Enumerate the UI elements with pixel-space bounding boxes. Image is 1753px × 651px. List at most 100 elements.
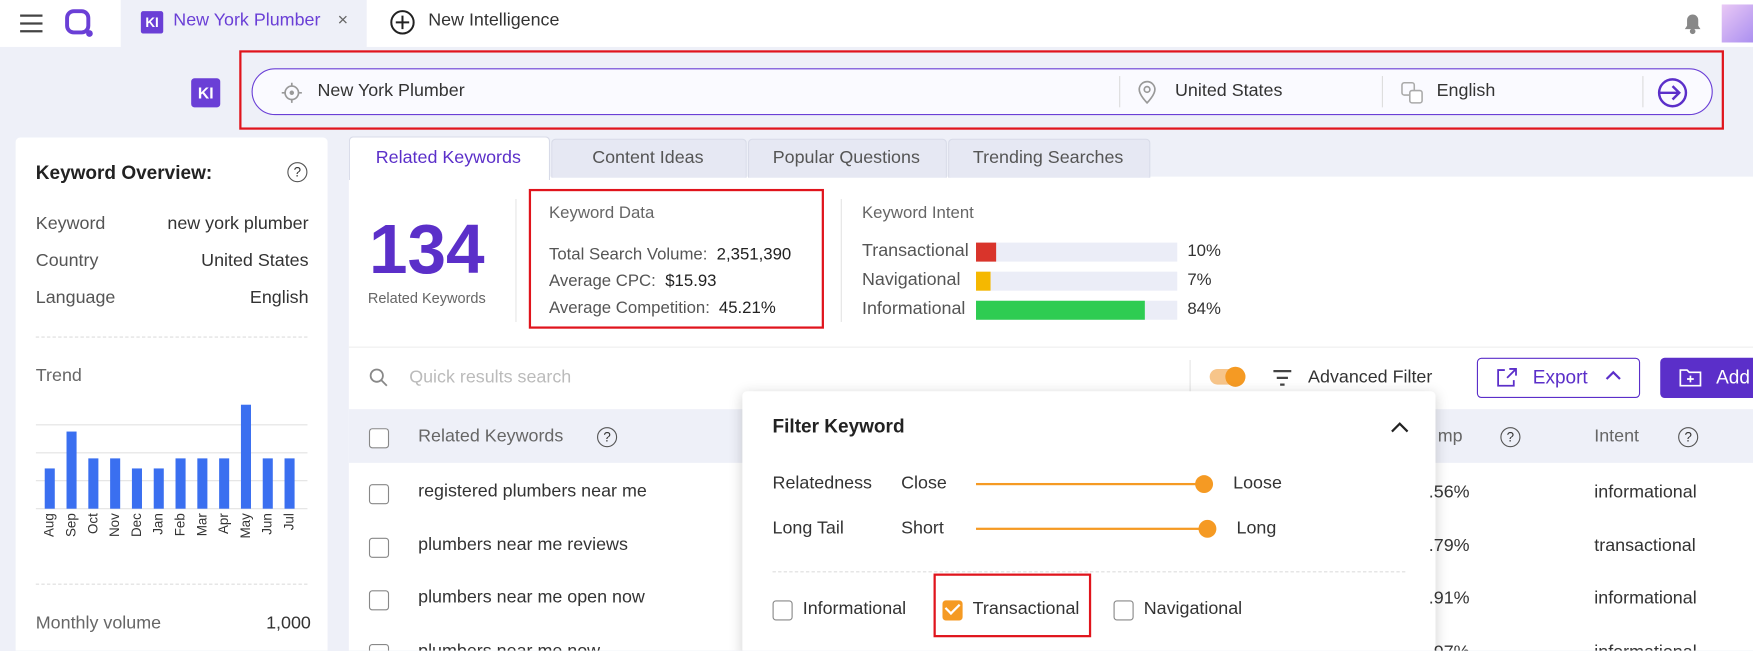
column-header: Related Keywords <box>418 427 564 447</box>
slider-knob[interactable] <box>1198 519 1217 538</box>
intent-value: 7% <box>1187 270 1212 290</box>
divider <box>35 336 308 338</box>
divider <box>840 199 842 322</box>
kd-label: Average Competition: <box>548 298 710 318</box>
collapse-icon[interactable] <box>1391 421 1409 433</box>
intent-bar <box>976 242 997 262</box>
checkbox[interactable] <box>772 600 793 621</box>
plus-icon[interactable] <box>389 9 416 36</box>
checkbox[interactable] <box>368 643 390 651</box>
month-label: Sep <box>63 513 78 537</box>
month-label: May <box>238 513 253 539</box>
tab[interactable] <box>948 138 1151 178</box>
help-icon[interactable]: ? <box>287 162 308 183</box>
intent-label: Informational <box>861 299 966 319</box>
chevron-up <box>1605 370 1621 380</box>
search-language[interactable]: English <box>1436 81 1496 101</box>
keyword-cell[interactable]: registered plumbers near me <box>418 481 647 501</box>
search-input[interactable]: Quick results search <box>409 367 572 387</box>
help-icon[interactable]: ? <box>1500 427 1521 448</box>
tab-badge: KI <box>140 11 164 34</box>
add-button[interactable] <box>1660 357 1753 399</box>
monthly-value: 1,000 <box>266 613 311 633</box>
tab[interactable] <box>551 138 747 178</box>
kd-value: $15.93 <box>665 271 717 291</box>
slider-track <box>976 527 1208 530</box>
new-tab[interactable]: New Intelligence <box>428 11 560 31</box>
keyword-cell[interactable]: plumbers near me reviews <box>418 534 628 554</box>
advanced-filter[interactable]: Advanced Filter <box>1308 367 1433 387</box>
divider <box>1189 359 1191 394</box>
export-label: Export <box>1532 366 1588 388</box>
row-label: Country <box>35 251 99 271</box>
checkbox[interactable] <box>942 600 963 621</box>
intent-cell: informational <box>1594 589 1697 609</box>
column-header: Intent <box>1594 427 1640 447</box>
month-label: Dec <box>129 513 144 537</box>
intent-track <box>976 271 1178 291</box>
month-label: Oct <box>85 513 100 534</box>
trend-title: Trend <box>35 366 82 386</box>
overview-title: Keyword Overview: <box>35 162 213 184</box>
logo[interactable] <box>65 9 94 38</box>
keyword-count: 134 <box>368 211 485 289</box>
filter-title: Filter Keyword <box>772 415 905 438</box>
month-label: Mar <box>194 513 209 537</box>
checkbox[interactable] <box>368 484 390 505</box>
tab-title: New York Plumber <box>173 11 321 31</box>
comp-cell: .79% <box>1428 536 1470 556</box>
count-label: Related Keywords <box>367 289 486 307</box>
trend-bar <box>110 458 121 509</box>
divider <box>772 571 1406 573</box>
search-country[interactable]: United States <box>1175 81 1283 101</box>
trend-chart: Aug Sep Oct Nov Dec Jan Feb Mar Apr May Jun Jul <box>35 404 308 539</box>
go-icon[interactable] <box>1656 76 1690 110</box>
intent-cell: informational <box>1594 642 1696 650</box>
slider-label: Relatedness <box>772 474 872 494</box>
highlight-box <box>239 50 1724 130</box>
toggle-knob <box>1225 366 1246 387</box>
trend-bar <box>219 458 230 509</box>
search-bar[interactable] <box>251 68 1713 116</box>
slider-label: Long Tail <box>772 518 844 538</box>
trend-bar <box>262 458 273 509</box>
export-button[interactable] <box>1476 357 1641 399</box>
menu-icon[interactable] <box>19 12 44 34</box>
slider-min: Short <box>901 518 944 538</box>
checkbox[interactable] <box>1113 600 1134 621</box>
month-label: Aug <box>42 513 57 537</box>
row-value: United States <box>201 251 309 271</box>
kd-label: Total Search Volume: <box>548 244 708 264</box>
avatar[interactable] <box>1721 4 1753 43</box>
trend-bar <box>66 431 77 509</box>
tab-close[interactable]: × <box>337 11 349 31</box>
trend-bar <box>88 458 99 509</box>
help-icon[interactable]: ? <box>597 427 618 448</box>
month-label: Nov <box>107 513 122 537</box>
keyword-data-title: Keyword Data <box>548 203 655 223</box>
row-label: Keyword <box>35 214 106 234</box>
kd-value: 2,351,390 <box>716 244 792 264</box>
help-icon[interactable]: ? <box>1678 427 1699 448</box>
slider-max: Loose <box>1233 474 1282 494</box>
checkbox[interactable] <box>368 590 390 611</box>
tab-label: Content Ideas <box>592 148 704 168</box>
checkbox[interactable] <box>368 428 390 449</box>
trend-bar <box>284 458 295 509</box>
bell-icon[interactable] <box>1681 10 1703 35</box>
slider-knob[interactable] <box>1195 475 1214 494</box>
tab[interactable] <box>747 138 947 178</box>
keyword-cell[interactable]: plumbers near me now <box>418 641 601 651</box>
divider <box>515 199 517 322</box>
option-label: Informational <box>802 599 907 619</box>
checkbox[interactable] <box>368 537 390 558</box>
search-keyword[interactable]: New York Plumber <box>317 81 465 101</box>
search-icon <box>369 368 388 387</box>
monthly-label: Monthly volume <box>35 613 162 633</box>
trend-bar <box>153 468 164 509</box>
intent-cell: informational <box>1594 482 1697 502</box>
keyword-cell[interactable]: plumbers near me open now <box>418 588 645 608</box>
intent-cell: transactional <box>1594 536 1696 556</box>
tab[interactable] <box>348 136 551 180</box>
